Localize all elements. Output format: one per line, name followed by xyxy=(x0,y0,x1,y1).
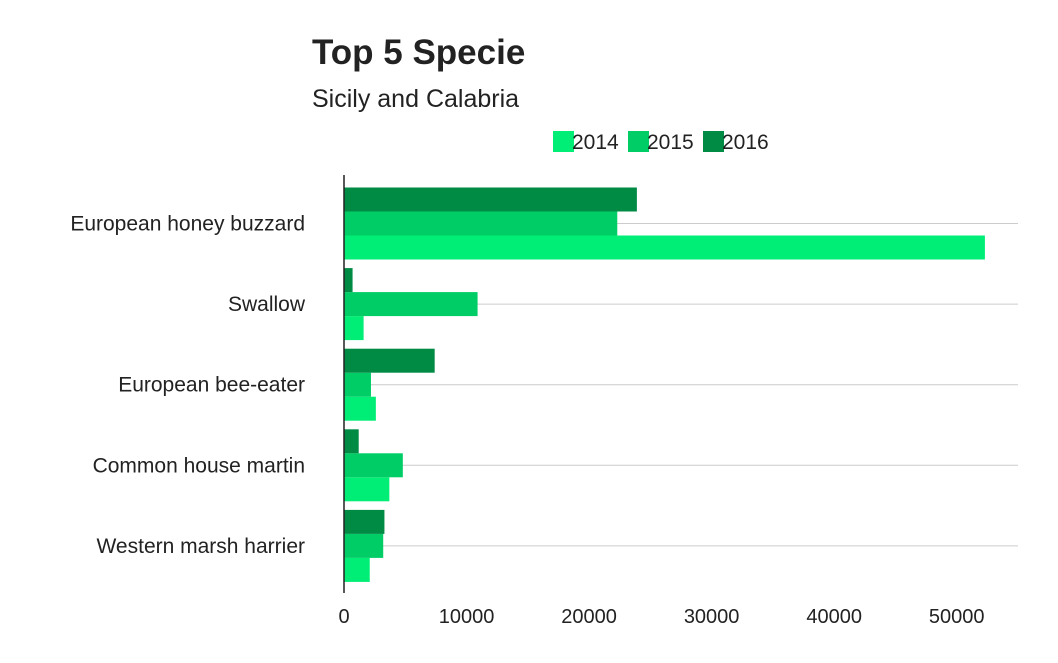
legend-label-2014: 2014 xyxy=(572,131,619,154)
legend-swatch-2014 xyxy=(553,131,574,152)
category-label: Common house martin xyxy=(93,454,305,477)
legend-swatch-2015 xyxy=(628,131,649,152)
bar-2015-european-honey-buzzard xyxy=(344,211,618,236)
grid-lines xyxy=(344,223,1018,547)
x-tick-label: 50000 xyxy=(929,606,985,628)
bar-2014-swallow xyxy=(344,316,364,341)
bar-2016-swallow xyxy=(344,268,353,293)
bar-2014-western-marsh-harrier xyxy=(344,557,370,582)
bars xyxy=(344,187,985,582)
bar-2016-common-house-martin xyxy=(344,429,359,454)
legend-swatch-2016 xyxy=(703,131,724,152)
category-labels: European honey buzzard Swallow European be… xyxy=(70,213,306,558)
category-label: European bee-eater xyxy=(118,374,305,397)
bar-2015-european-bee-eater xyxy=(344,372,371,397)
x-tick-label: 0 xyxy=(338,606,349,628)
x-tick-labels: 0 10000 20000 30000 40000 50000 xyxy=(338,606,984,628)
x-tick-label: 40000 xyxy=(806,606,862,628)
chart-subtitle: Sicily and Calabria xyxy=(312,85,519,113)
bar-2016-european-honey-buzzard xyxy=(344,187,637,212)
legend-label-2015: 2015 xyxy=(647,131,694,154)
bar-2016-western-marsh-harrier xyxy=(344,509,385,534)
x-tick-label: 20000 xyxy=(561,606,617,628)
bar-2015-western-marsh-harrier xyxy=(344,533,384,558)
x-tick-label: 30000 xyxy=(684,606,740,628)
bar-2016-european-bee-eater xyxy=(344,348,435,373)
bar-2014-european-bee-eater xyxy=(344,396,376,421)
category-label: Western marsh harrier xyxy=(96,535,305,558)
legend-label-2016: 2016 xyxy=(722,131,769,154)
category-label: European honey buzzard xyxy=(70,213,305,236)
bar-2015-swallow xyxy=(344,292,478,317)
legend: 2014 2015 2016 xyxy=(553,131,769,154)
bar-2014-european-honey-buzzard xyxy=(344,235,985,260)
category-label: Swallow xyxy=(228,293,306,316)
x-tick-label: 10000 xyxy=(439,606,495,628)
bar-2015-common-house-martin xyxy=(344,453,403,478)
bar-2014-common-house-martin xyxy=(344,477,390,502)
chart-title: Top 5 Specie xyxy=(312,33,525,72)
